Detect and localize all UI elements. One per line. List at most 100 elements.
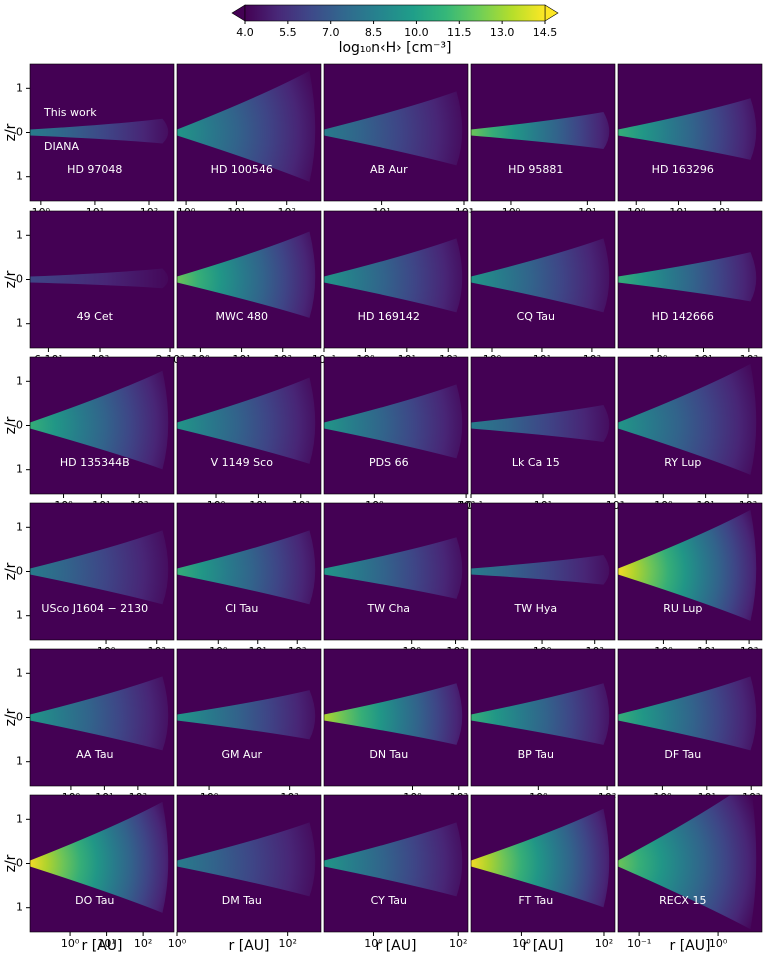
density-map [324,91,463,166]
colorbar-extend-low [231,4,246,22]
density-map [177,690,316,740]
panel-name: TW Hya [513,602,557,615]
x-axis-label: r [AU] [229,938,270,954]
x-axis-label: r [AU] [670,938,711,954]
density-map [471,111,610,149]
panel-name: FT Tau [518,894,553,907]
panel-frame [470,502,616,641]
y-axis-label: z/r [3,123,19,141]
panel-name: HD 169142 [358,310,420,323]
x-axis-label: r [AU] [523,938,564,954]
panel-name: RU Lup [663,602,702,615]
panel-name: HD 100546 [211,163,273,176]
density-map [618,98,757,160]
y-axis-label: z/r [3,416,19,434]
density-map [471,238,610,313]
density-map [177,530,316,605]
annotation: This work [43,106,97,119]
panel-frame [323,356,469,495]
colorbar-tick-label: 4.0 [236,26,254,39]
panel-name: Lk Ca 15 [512,456,560,469]
panel-frame [176,648,322,787]
x-tick-label: 10² [449,937,467,950]
panel-name: 49 Cet [77,310,114,323]
y-axis-label: z/r [3,562,19,580]
panel: RU Lup10⁰10¹10² [617,502,763,658]
panel-name: GM Aur [222,748,263,761]
y-tick-label: 1 [16,609,23,622]
x-tick-label: 10⁰ [168,937,187,950]
panel: RY Lup10⁰10¹10² [617,356,763,512]
density-map [177,822,316,897]
y-tick-label: 1 [16,170,23,183]
panel: USco J1604 − 213010⁰10²101z/r [3,502,175,658]
y-tick-label: 1 [16,81,23,94]
y-tick-label: 0 [16,419,23,432]
density-map [30,370,169,470]
density-map [324,683,463,745]
density-map [618,252,757,302]
x-tick-label: 10⁰ [364,937,383,950]
panel-frame [323,63,469,202]
colorbar-tick-label: 10.0 [404,26,429,39]
x-tick-label: 10⁰ [61,937,80,950]
y-tick-label: 1 [16,317,23,330]
panel-name: TW Cha [367,602,411,615]
panel-frame [617,356,763,495]
panel-name: RY Lup [664,456,701,469]
y-tick-label: 1 [16,374,23,387]
density-map [30,530,169,605]
y-axis-label: z/r [3,270,19,288]
panel-frame [176,210,322,349]
panel: TW Hya10⁰10² [470,502,616,658]
y-tick-label: 1 [16,666,23,679]
panel-frame [617,648,763,787]
panel-name: CI Tau [225,602,258,615]
density-map [30,268,169,289]
panel: HD 9588110⁰10¹ [470,63,616,219]
colorbar-tick-label: 14.5 [533,26,558,39]
x-tick-label: 10² [134,937,152,950]
x-tick-label: 10⁰ [512,937,531,950]
panel-frame [470,63,616,202]
density-map [324,384,463,459]
y-tick-label: 1 [16,228,23,241]
panel: HD 16914210⁻¹10⁰10¹10² [312,210,469,366]
panel-frame [617,63,763,202]
x-tick-label: 10² [278,937,296,950]
panel-frame [176,356,322,495]
y-tick-label: 0 [16,857,23,870]
x-tick-label: 10¹ [97,937,115,950]
panel-frame [470,210,616,349]
density-map [324,537,463,599]
density-map [471,555,610,585]
colorbar-extend-high [544,4,559,22]
panel-name: BP Tau [518,748,554,761]
density-map [177,70,316,182]
density-map [177,231,316,318]
panel: CY Tau 10⁰ 10² r [AU] [323,794,469,954]
panel-frame [617,794,763,933]
y-tick-label: 1 [16,463,23,476]
colorbar-tick-label: 11.5 [447,26,472,39]
panel-name: HD 95881 [508,163,563,176]
y-tick-label: 1 [16,901,23,914]
panel-frame [470,794,616,933]
panel-name: USco J1604 − 2130 [41,602,148,615]
colorbar-label: log₁₀n‹H› [cm⁻³] [339,40,452,56]
panel-name: RECX 15 [659,894,706,907]
y-tick-label: 0 [16,565,23,578]
panel-name: CY Tau [371,894,407,907]
panel: HD 10054610⁰10¹10² [176,63,322,219]
panel: V 1149 Sco10⁰10¹10² [176,356,322,512]
panel-name: CQ Tau [517,310,555,323]
panel-name: HD 142666 [652,310,714,323]
